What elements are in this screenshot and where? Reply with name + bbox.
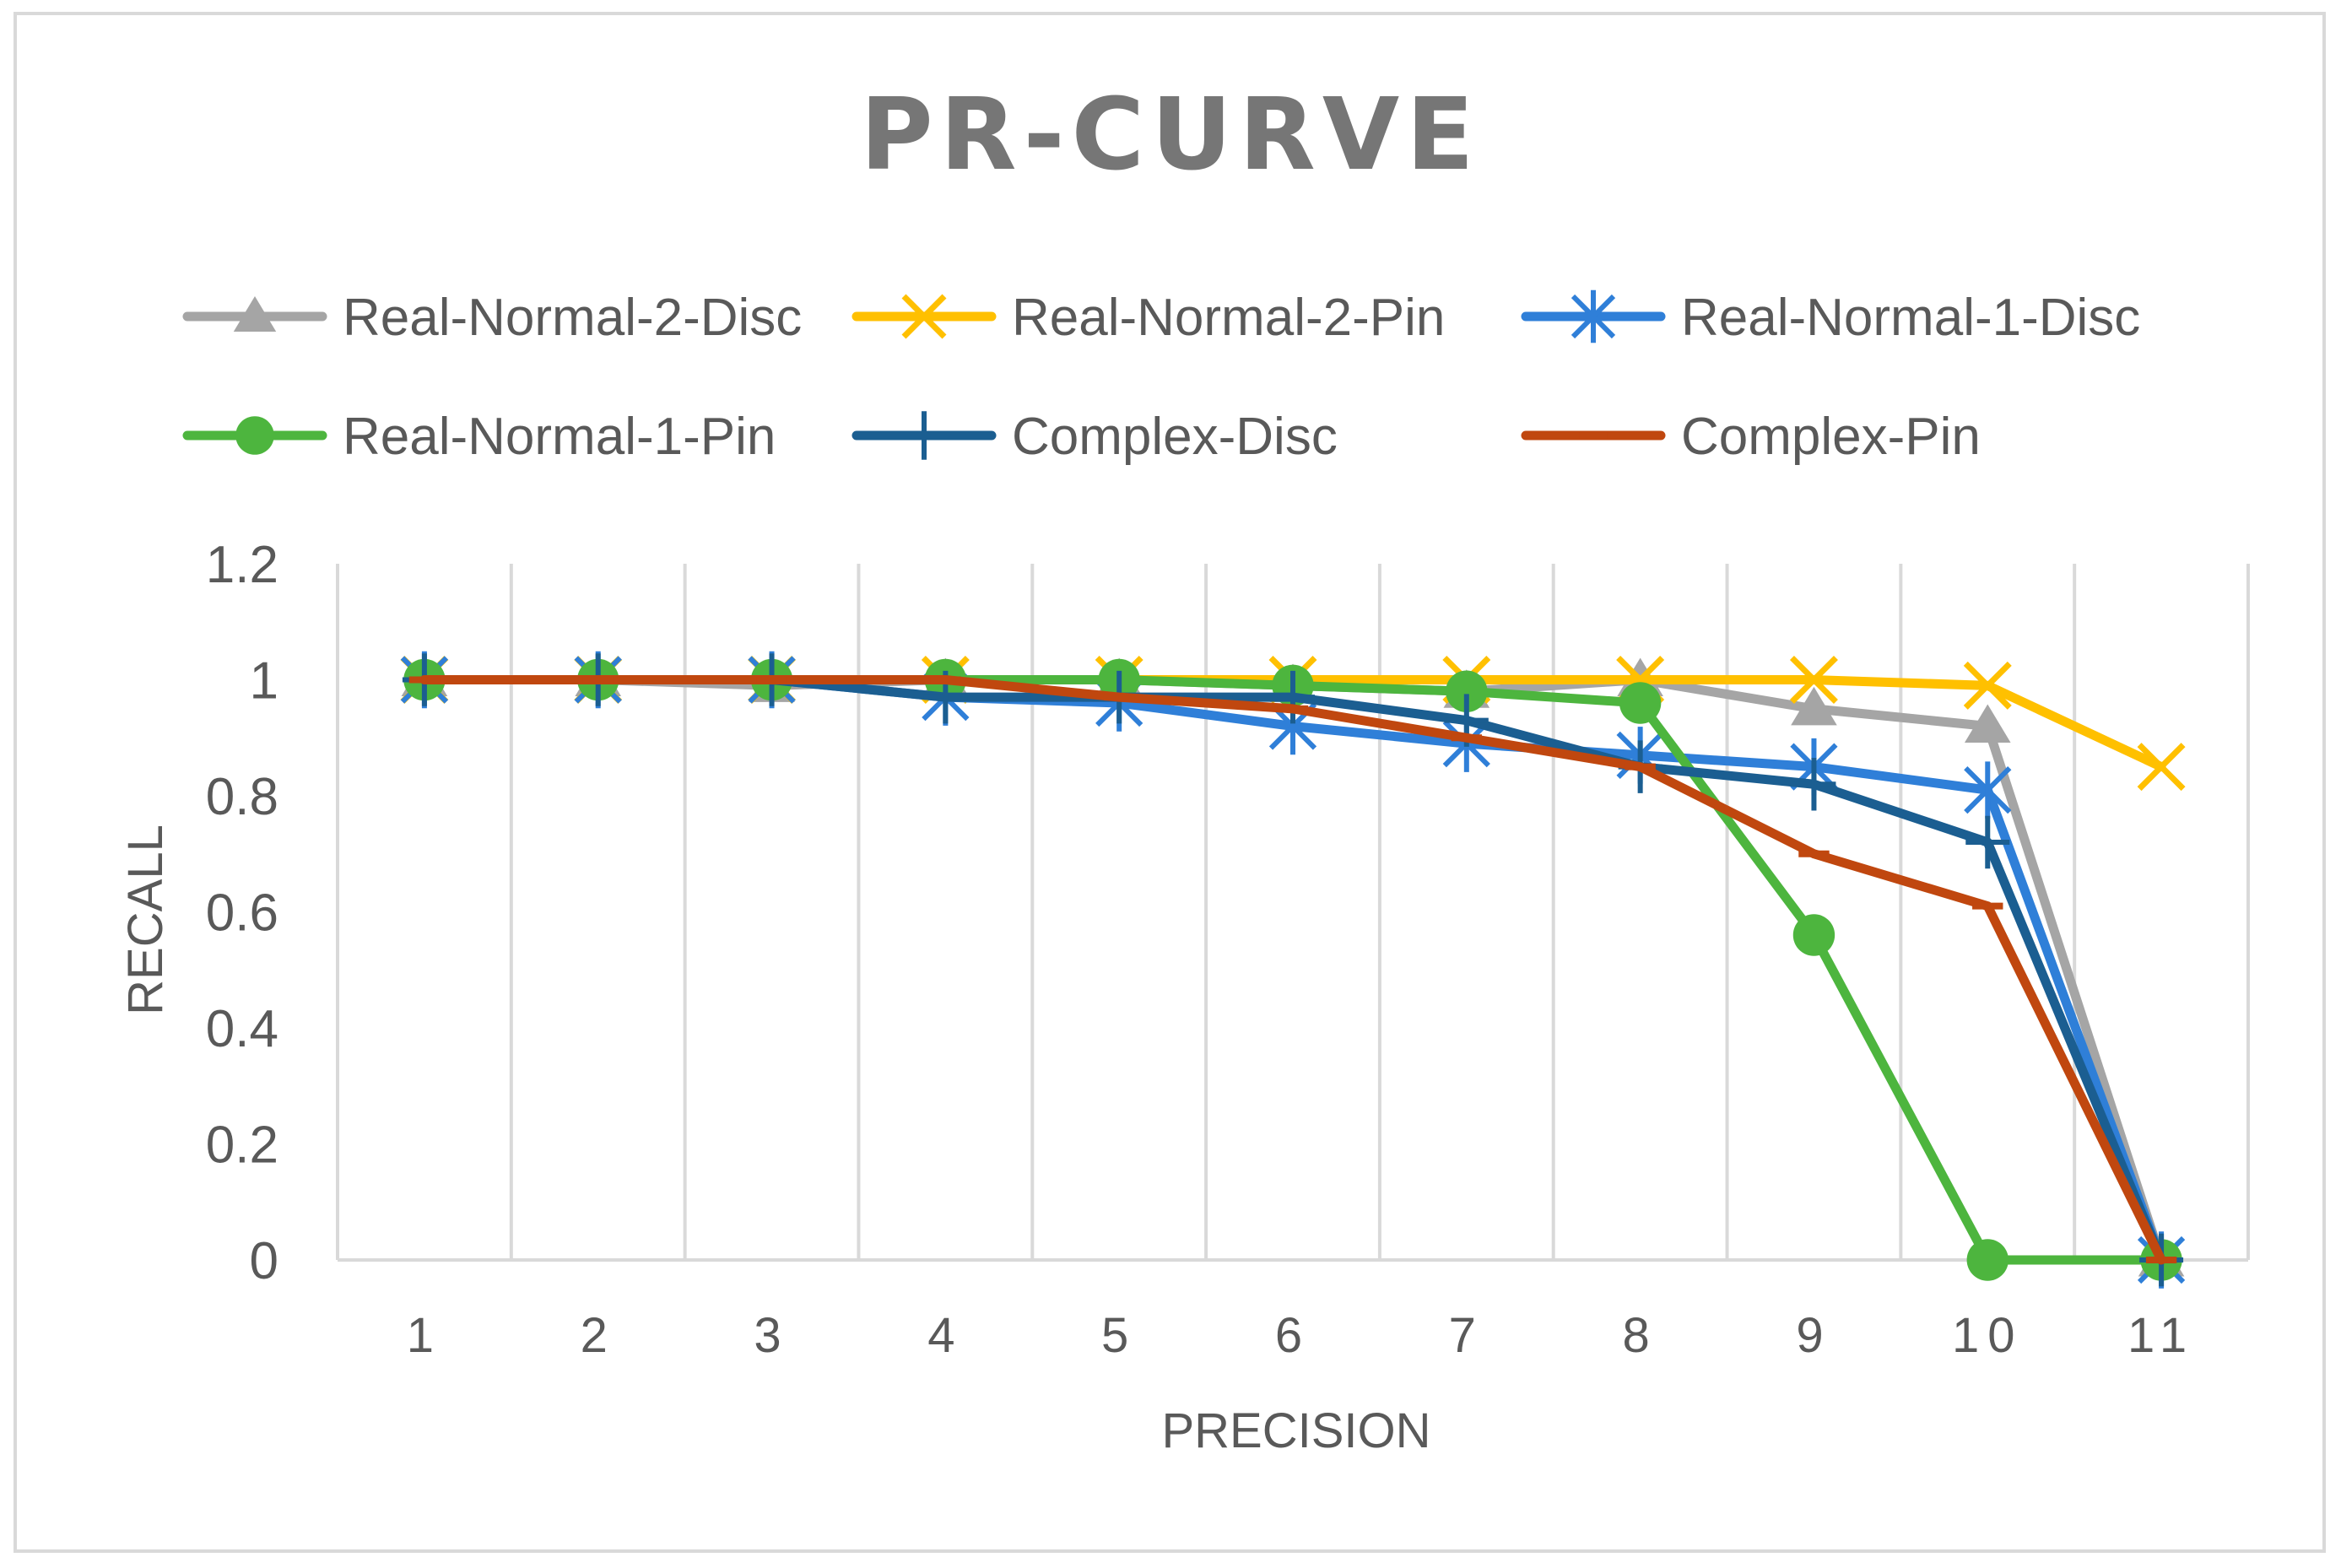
plus-marker (904, 411, 944, 460)
x-tick-label: 6 (1275, 1308, 1311, 1363)
series-complex-pin (408, 675, 2177, 1265)
data-point-x (1963, 661, 2012, 710)
y-tick-label: 1 (250, 652, 278, 711)
triangle-marker (233, 296, 277, 332)
x-tick-label: 8 (1623, 1308, 1658, 1363)
data-point-circle (1619, 682, 1662, 724)
x-axis-ticks: 1 2 3 4 5 6 7 8 9 10 11 (407, 1308, 2195, 1363)
data-point-circle (1966, 1239, 2009, 1281)
data-point-plus (1271, 670, 1315, 724)
y-tick-label: 0.2 (206, 1117, 278, 1175)
x-tick-label: 4 (927, 1308, 963, 1363)
legend-item: Real-Normal-1-Disc (1521, 289, 2140, 347)
asterisk-marker (1571, 289, 1616, 343)
legend-label: Complex-Disc (1012, 408, 1338, 466)
y-tick-label: 0.4 (206, 1000, 278, 1058)
legend-label: Real-Normal-1-Disc (1681, 289, 2140, 347)
y-tick-label: 0.8 (206, 768, 278, 826)
circle-marker (235, 416, 274, 455)
data-point-plus (1965, 815, 2010, 869)
legend-label: Real-Normal-2-Pin (1012, 289, 1445, 347)
y-axis-ticks: 0 0.2 0.4 0.6 0.8 1 1.2 (206, 536, 278, 1290)
x-tick-label: 7 (1449, 1308, 1484, 1363)
y-axis-label: RECALL (118, 825, 173, 1015)
legend-item: Complex-Disc (852, 408, 1338, 466)
data-point-x (1789, 656, 1838, 704)
x-tick-label: 9 (1796, 1308, 1831, 1363)
data-point-triangle (1964, 704, 2011, 743)
series-real-normal-1-disc (400, 651, 2186, 1289)
y-tick-label: 0 (250, 1232, 278, 1290)
series-layer (400, 651, 2186, 1289)
data-point-circle (1792, 914, 1835, 956)
legend-item: Real-Normal-2-Disc (182, 289, 802, 347)
legend-label: Real-Normal-2-Disc (343, 289, 802, 347)
legend-label: Real-Normal-1-Pin (343, 408, 776, 466)
x-tick-label: 10 (1952, 1308, 2024, 1363)
chart-title: PR-CURVE (860, 76, 1481, 192)
legend-item: Real-Normal-2-Pin (852, 289, 1445, 347)
data-point-asterisk (1964, 761, 2012, 819)
x-tick-label: 2 (581, 1308, 616, 1363)
x-axis-label: PRECISION (1161, 1403, 1430, 1458)
legend: Real-Normal-2-Disc Real-Normal-2-Pin Real-… (182, 289, 2140, 466)
legend-item: Complex-Pin (1521, 408, 1981, 466)
legend-item: Real-Normal-1-Pin (182, 408, 776, 466)
legend-label: Complex-Pin (1681, 408, 1981, 466)
x-marker (901, 294, 947, 339)
data-point-circle (1446, 670, 1488, 712)
x-tick-label: 5 (1101, 1308, 1137, 1363)
y-tick-label: 1.2 (206, 536, 278, 594)
data-point-x (2137, 743, 2186, 792)
data-point-triangle (1791, 686, 1837, 726)
x-tick-label: 3 (754, 1308, 789, 1363)
data-point-plus (1792, 758, 1836, 811)
y-tick-label: 0.6 (206, 884, 278, 943)
x-tick-label: 11 (2127, 1308, 2195, 1363)
x-tick-label: 1 (407, 1308, 442, 1363)
